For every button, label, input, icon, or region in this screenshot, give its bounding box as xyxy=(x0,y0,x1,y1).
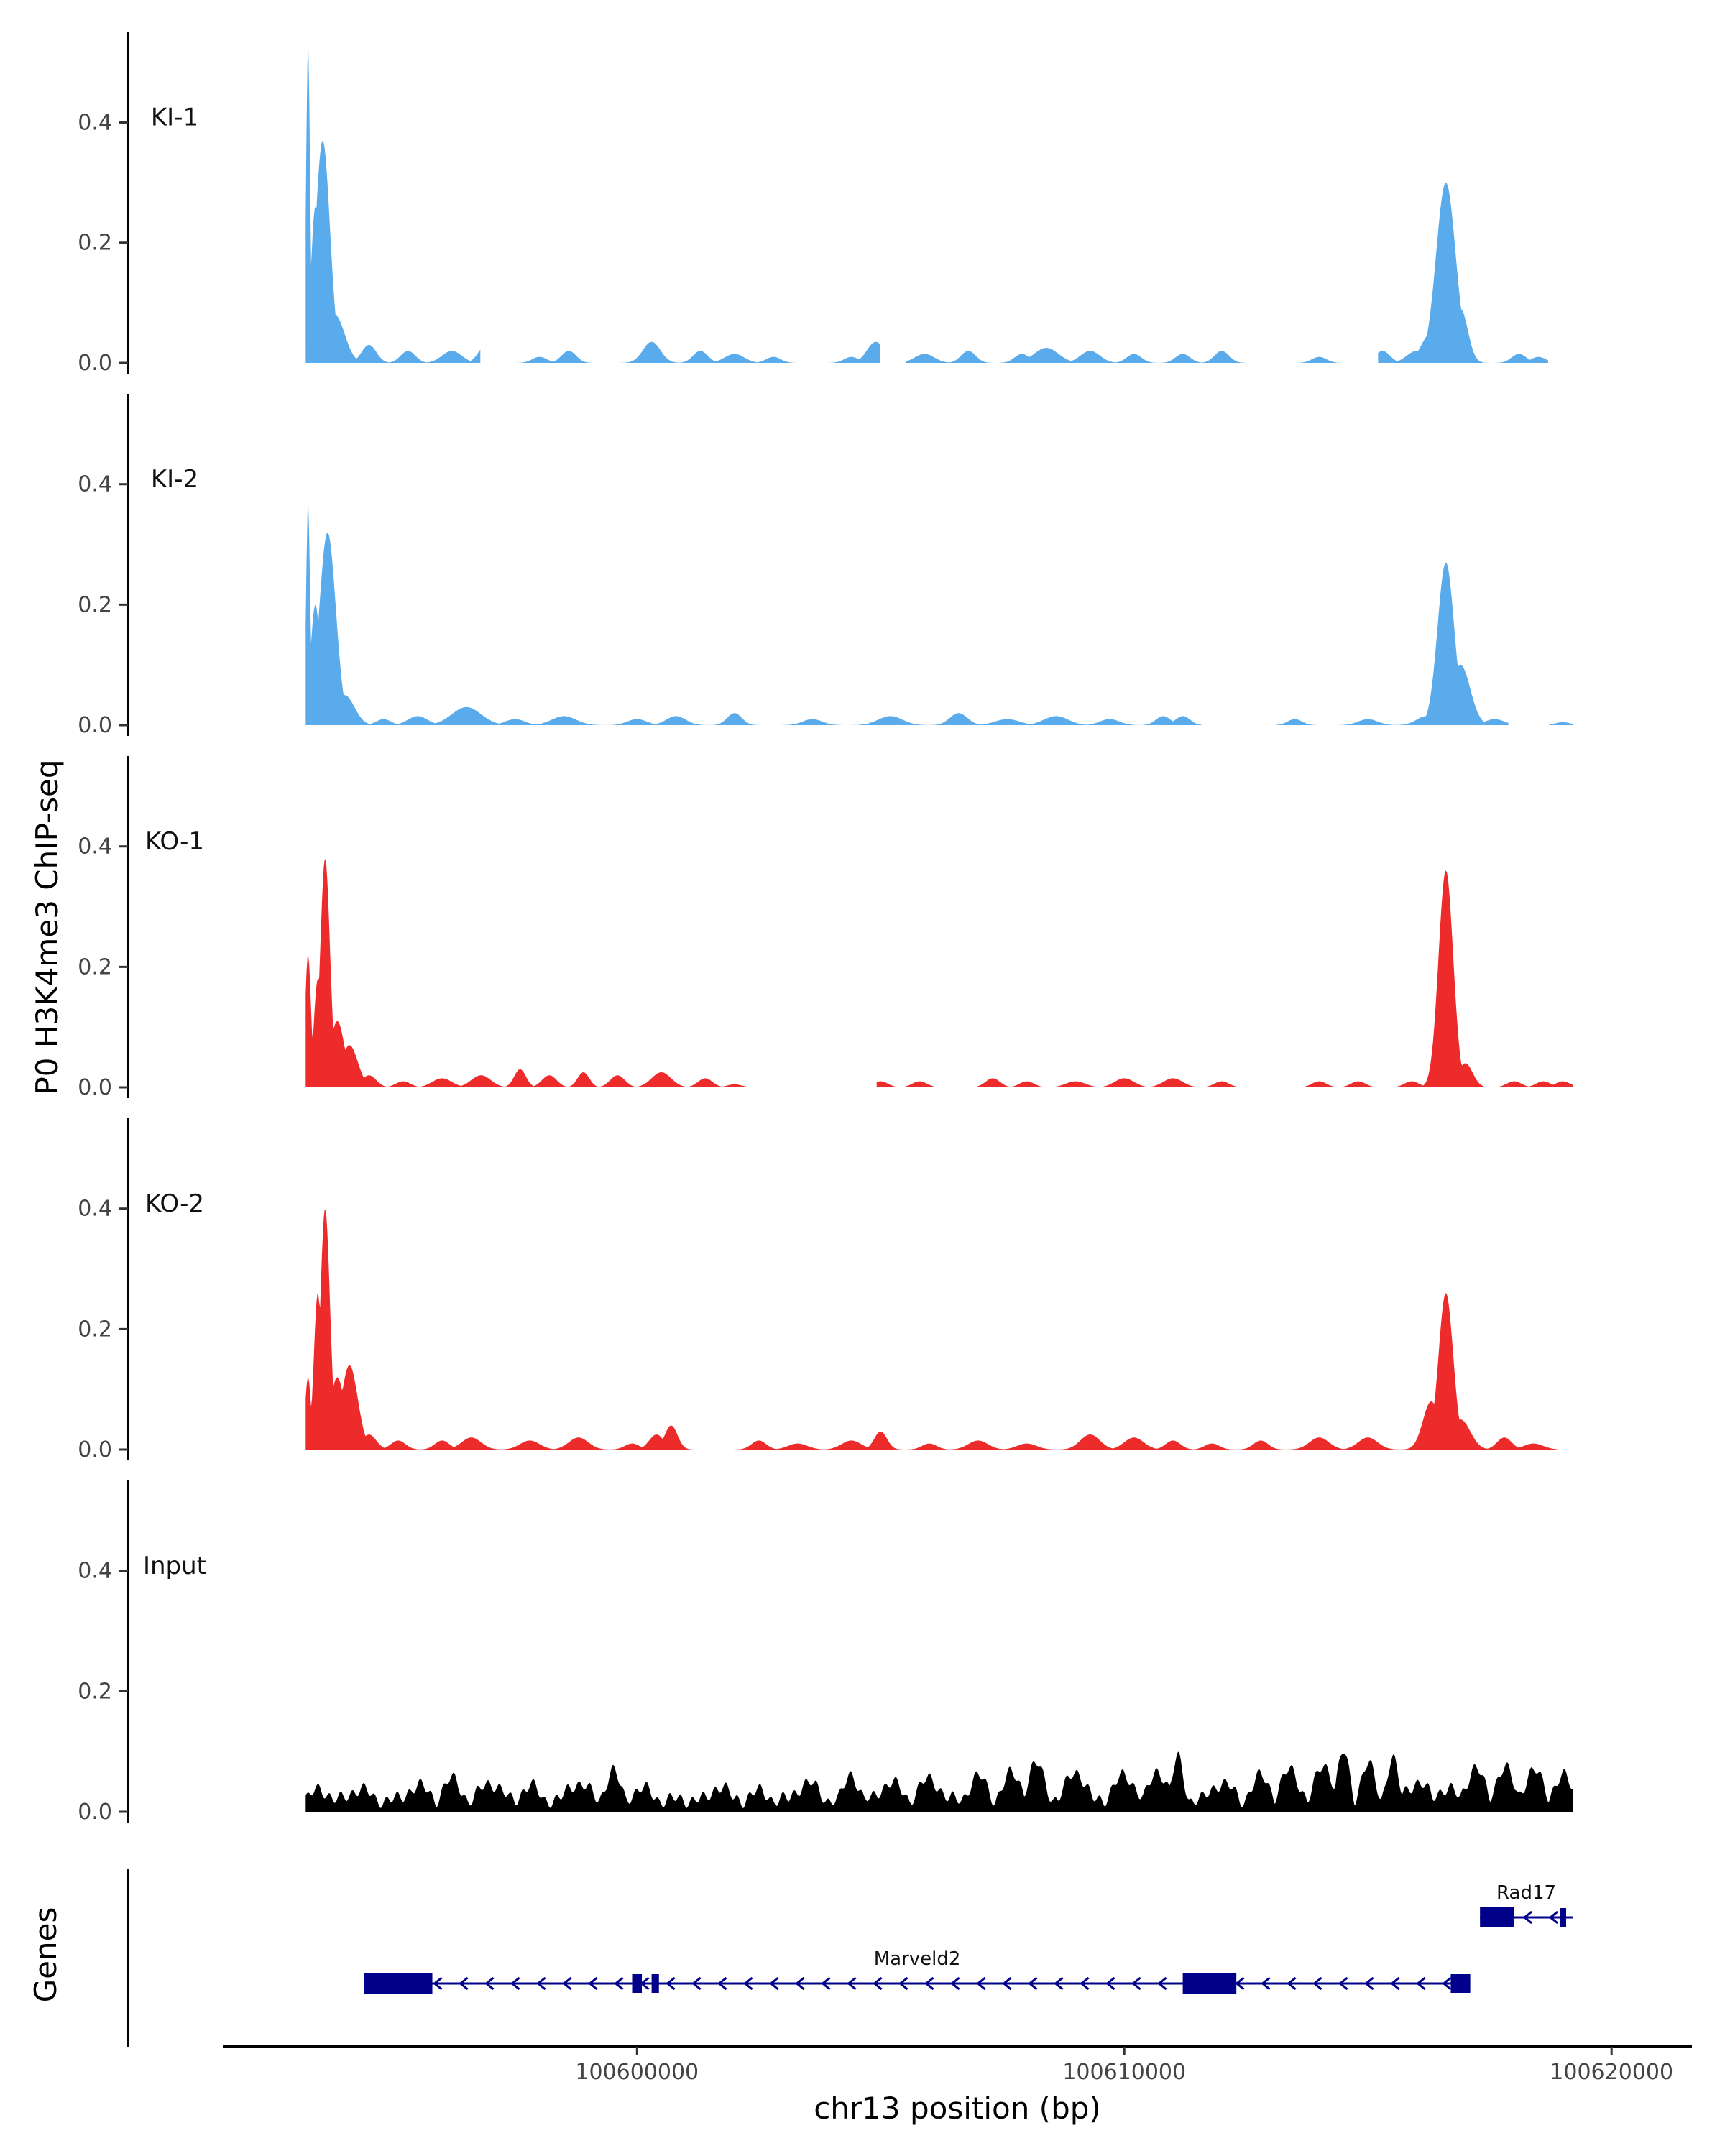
strand-arrow xyxy=(795,1976,805,1991)
strand-arrow xyxy=(459,1976,469,1991)
strand-arrow xyxy=(847,1976,857,1991)
strand-arrow xyxy=(1522,1910,1533,1925)
strand-arrow xyxy=(1002,1976,1012,1991)
gene-exon xyxy=(1560,1908,1567,1927)
y-tick-label: 0.2 xyxy=(78,231,112,256)
signal-area-ki-1 xyxy=(305,47,481,363)
strand-arrow xyxy=(743,1976,753,1991)
strand-arrow xyxy=(1131,1976,1141,1991)
signal-area-ki-1 xyxy=(1378,183,1548,363)
strand-arrow xyxy=(976,1976,986,1991)
track-label: KI-2 xyxy=(151,465,198,494)
signal-area-ko-2 xyxy=(305,1210,1558,1450)
signal-area-ki-1 xyxy=(906,348,1261,363)
y-axis-title: P0 H3K4me3 ChIP-seq xyxy=(29,759,65,1095)
strand-arrow xyxy=(924,1976,934,1991)
y-tick-label: 0.2 xyxy=(78,1317,112,1342)
y-tick-label: 0.2 xyxy=(78,592,112,617)
strand-arrow xyxy=(769,1976,779,1991)
strand-arrow xyxy=(1105,1976,1116,1991)
y-tick-label: 0.4 xyxy=(78,1197,112,1222)
strand-arrow xyxy=(1157,1976,1167,1991)
x-tick-label: 100600000 xyxy=(575,2060,699,2085)
track-ki-1: 0.0 0.2 0.4 KI-1 xyxy=(78,32,1548,376)
track-ki-2: 0.0 0.2 0.4 KI-2 xyxy=(78,394,1573,738)
y-tick-label: 0.2 xyxy=(78,1679,112,1704)
strand-arrow xyxy=(1312,1976,1322,1991)
strand-arrow xyxy=(510,1976,520,1991)
y-tick-label: 0.0 xyxy=(78,713,112,738)
gene-exon xyxy=(1450,1974,1471,1993)
strand-arrow xyxy=(1416,1976,1426,1991)
signal-area-ko-1 xyxy=(876,870,1573,1087)
x-tick-label: 100610000 xyxy=(1062,2060,1186,2085)
signal-area-ki-2 xyxy=(1549,722,1573,725)
strand-arrow xyxy=(717,1976,727,1991)
x-axis-title: chr13 position (bp) xyxy=(814,2091,1101,2126)
signal-area-ko-1 xyxy=(305,859,748,1087)
strand-arrow xyxy=(433,1976,443,1991)
strand-arrow xyxy=(1080,1976,1090,1991)
strand-arrow xyxy=(562,1976,572,1991)
strand-arrow xyxy=(873,1976,883,1991)
gene-label: Rad17 xyxy=(1496,1882,1556,1904)
strand-arrow xyxy=(666,1976,676,1991)
x-tick-label: 100620000 xyxy=(1550,2060,1673,2085)
gene-annotation-track: Genes Marveld2 Rad17 xyxy=(28,1869,1573,2047)
track-ko-2: 0.0 0.2 0.4 KO-2 xyxy=(78,1118,1558,1462)
y-tick-label: 0.0 xyxy=(78,1075,112,1100)
y-tick-label: 0.4 xyxy=(78,472,112,497)
strand-arrow xyxy=(484,1976,494,1991)
gene-exon xyxy=(632,1974,643,1993)
gene-exon xyxy=(364,1973,433,1994)
gene-exon xyxy=(1480,1907,1514,1927)
strand-arrow xyxy=(1261,1976,1271,1991)
strand-arrow xyxy=(1028,1976,1038,1991)
track-label: Input xyxy=(143,1552,206,1580)
strand-arrow xyxy=(1054,1976,1064,1991)
strand-arrow xyxy=(614,1976,624,1991)
gene-marveld2: Marveld2 xyxy=(364,1948,1471,1994)
strand-arrow xyxy=(1442,1976,1452,1991)
signal-area-ki-1 xyxy=(1295,356,1358,363)
gene-label: Marveld2 xyxy=(874,1948,961,1970)
y-tick-label: 0.0 xyxy=(78,1800,112,1825)
strand-arrow xyxy=(821,1976,831,1991)
track-input: 0.0 0.2 0.4 Input xyxy=(78,1480,1573,1825)
strand-arrow xyxy=(1364,1976,1374,1991)
signal-tracks: 0.00.20.4 KI-10.00.20.4 KI-20.00.20.4 KO-10… xyxy=(78,32,1573,1825)
strand-arrow xyxy=(1287,1976,1297,1991)
y-tick-label: 0.4 xyxy=(78,834,112,860)
strand-arrow xyxy=(536,1976,546,1991)
strand-arrow xyxy=(1338,1976,1348,1991)
gene-exon xyxy=(1182,1973,1237,1994)
gene-rad17: Rad17 xyxy=(1480,1882,1573,1927)
y-tick-label: 0.0 xyxy=(78,351,112,376)
genes-track-title: Genes xyxy=(28,1907,63,2003)
x-axis: 100600000 100610000 100620000 xyxy=(223,2045,1692,2085)
track-label: KO-2 xyxy=(145,1189,204,1218)
y-tick-label: 0.4 xyxy=(78,110,112,135)
signal-area-ki-2 xyxy=(305,505,1202,725)
gene-exon xyxy=(651,1974,659,1993)
y-tick-label: 0.2 xyxy=(78,954,112,980)
track-ko-1: 0.0 0.2 0.4 KO-1 xyxy=(78,756,1573,1100)
strand-arrow xyxy=(1390,1976,1400,1991)
strand-arrow xyxy=(1548,1910,1559,1925)
signal-area-input xyxy=(305,1751,1573,1812)
signal-area-ki-2 xyxy=(1276,562,1509,725)
y-tick-label: 0.0 xyxy=(78,1437,112,1462)
y-tick-label: 0.4 xyxy=(78,1559,112,1584)
strand-arrow xyxy=(691,1976,702,1991)
strand-arrow xyxy=(1235,1976,1245,1991)
strand-arrow xyxy=(898,1976,908,1991)
track-label: KO-1 xyxy=(145,827,204,856)
track-label: KI-1 xyxy=(151,103,198,132)
signal-area-ki-1 xyxy=(511,341,880,363)
strand-arrow xyxy=(950,1976,960,1991)
strand-arrow xyxy=(588,1976,598,1991)
